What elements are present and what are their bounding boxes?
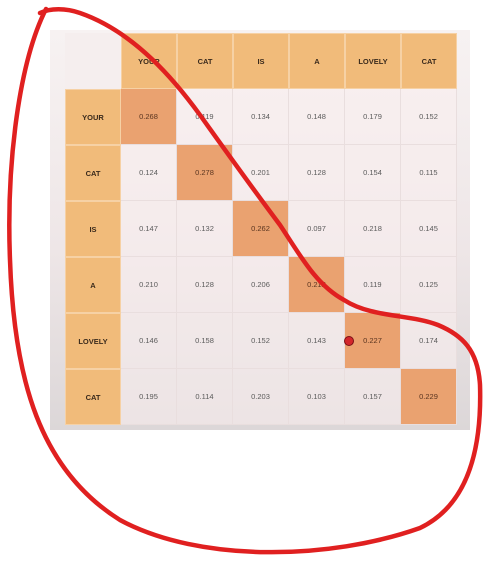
matrix-cell: 0.134 <box>233 89 289 145</box>
column-header: CAT <box>401 33 457 89</box>
matrix-cell: 0.227 <box>345 313 401 369</box>
matrix-cell: 0.262 <box>233 201 289 257</box>
matrix-cell: 0.179 <box>345 89 401 145</box>
matrix-cell: 0.146 <box>121 313 177 369</box>
column-header: CAT <box>177 33 233 89</box>
matrix-cell: 0.147 <box>121 201 177 257</box>
matrix-cell: 0.103 <box>289 369 345 425</box>
matrix-cell: 0.229 <box>401 369 457 425</box>
matrix-corner <box>65 33 121 89</box>
matrix-cell: 0.174 <box>401 313 457 369</box>
row-header: A <box>65 257 121 313</box>
matrix-cell: 0.143 <box>289 313 345 369</box>
matrix-cell: 0.128 <box>289 145 345 201</box>
row-header: CAT <box>65 145 121 201</box>
matrix-cell: 0.097 <box>289 201 345 257</box>
matrix-cell: 0.278 <box>177 145 233 201</box>
matrix-cell: 0.125 <box>401 257 457 313</box>
matrix-cell: 0.206 <box>233 257 289 313</box>
matrix-cell: 0.119 <box>177 89 233 145</box>
matrix-cell: 0.124 <box>121 145 177 201</box>
row-header: LOVELY <box>65 313 121 369</box>
matrix-cell: 0.195 <box>121 369 177 425</box>
column-header: IS <box>233 33 289 89</box>
matrix-cell: 0.268 <box>121 89 177 145</box>
column-header: LOVELY <box>345 33 401 89</box>
matrix-cell: 0.128 <box>177 257 233 313</box>
matrix-cell: 0.210 <box>121 257 177 313</box>
matrix-cell: 0.132 <box>177 201 233 257</box>
row-header: CAT <box>65 369 121 425</box>
matrix-cell: 0.152 <box>233 313 289 369</box>
matrix-cell: 0.154 <box>345 145 401 201</box>
column-header: YOUR <box>121 33 177 89</box>
row-header: IS <box>65 201 121 257</box>
matrix-cell: 0.119 <box>345 257 401 313</box>
attention-matrix: YOUR CAT IS A LOVELY CAT YOUR 0.268 0.11… <box>65 33 457 425</box>
matrix-cell: 0.145 <box>401 201 457 257</box>
matrix-cell: 0.114 <box>177 369 233 425</box>
matrix-cell: 0.218 <box>345 201 401 257</box>
row-header: YOUR <box>65 89 121 145</box>
column-header: A <box>289 33 345 89</box>
matrix-cell: 0.158 <box>177 313 233 369</box>
matrix-cell: 0.148 <box>289 89 345 145</box>
matrix-cell: 0.152 <box>401 89 457 145</box>
matrix-cell: 0.212 <box>289 257 345 313</box>
matrix-cell: 0.115 <box>401 145 457 201</box>
matrix-cell: 0.201 <box>233 145 289 201</box>
matrix-cell: 0.203 <box>233 369 289 425</box>
matrix-cell: 0.157 <box>345 369 401 425</box>
